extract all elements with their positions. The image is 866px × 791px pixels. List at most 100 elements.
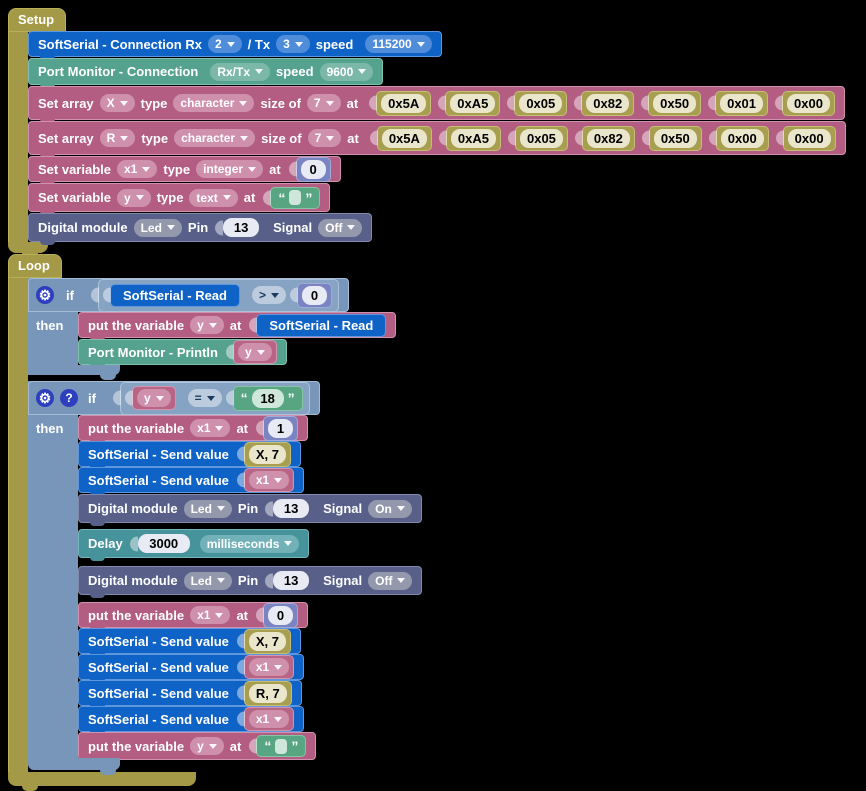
variable-name-dropdown[interactable]: y (117, 188, 151, 207)
hex-value-field[interactable]: 0x05 (519, 128, 563, 148)
number-value-block[interactable]: 0 (263, 602, 298, 628)
array-name-dropdown[interactable]: R (99, 129, 136, 147)
array-value-block[interactable]: 0x05 (514, 90, 568, 116)
operator-dropdown[interactable]: > (251, 286, 286, 304)
array-value-block[interactable]: 0x5A (376, 90, 432, 116)
rx-pin-dropdown[interactable]: 2 (207, 35, 242, 53)
hex-value-field[interactable]: 0x5A (381, 128, 427, 148)
number-value-block[interactable]: 1 (263, 415, 298, 441)
text-field[interactable] (289, 190, 302, 205)
number-value-block[interactable]: 0 (295, 156, 331, 182)
number-field[interactable]: 0 (268, 605, 293, 625)
port-monitor-println-block[interactable]: Port Monitor - Println y (78, 339, 287, 368)
port-dropdown[interactable]: Rx/Tx (210, 62, 270, 81)
port-monitor-connection-block[interactable]: Port Monitor - Connection Rx/Tx speed 96… (28, 58, 384, 88)
variable-dropdown[interactable]: y (136, 389, 171, 407)
softserial-send-block[interactable]: SoftSerial - Send value R, 7 (78, 680, 302, 709)
variable-get-block[interactable]: x1 (243, 468, 295, 492)
array-ref-field[interactable]: X, 7 (248, 631, 286, 651)
array-ref-block[interactable]: R, 7 (243, 680, 292, 706)
if1-header[interactable]: ⚙ if SoftSerial - Read > 0 (28, 278, 349, 312)
softserial-connection-block[interactable]: SoftSerial - Connection Rx 2 / Tx 3 spee… (28, 31, 442, 60)
setup-block-tab[interactable]: Setup (8, 8, 66, 32)
set-variable-x1-block[interactable]: Set variable x1 type integer at 0 (28, 156, 341, 185)
variable-type-dropdown[interactable]: integer (196, 160, 264, 178)
number-field[interactable]: 1 (268, 418, 293, 438)
array-size-dropdown[interactable]: 7 (306, 94, 341, 112)
softserial-read-block[interactable]: SoftSerial - Read (109, 283, 240, 307)
variable-get-block[interactable]: y (232, 340, 277, 364)
variable-get-block[interactable]: y (131, 386, 176, 410)
tx-pin-dropdown[interactable]: 3 (276, 35, 310, 53)
variable-dropdown[interactable]: x1 (190, 419, 231, 437)
variable-dropdown[interactable]: x1 (248, 710, 290, 728)
variable-dropdown[interactable]: x1 (248, 658, 290, 676)
hex-value-field[interactable]: 0xA5 (450, 128, 496, 148)
array-value-block[interactable]: 0x00 (782, 125, 836, 151)
setup-container-spine[interactable] (8, 30, 28, 243)
delay-value-field[interactable]: 3000 (137, 534, 190, 553)
array-name-dropdown[interactable]: X (99, 94, 135, 112)
variable-dropdown[interactable]: y (237, 343, 272, 361)
unit-dropdown[interactable]: milliseconds (199, 534, 300, 553)
softserial-send-block[interactable]: SoftSerial - Send value x1 (78, 467, 305, 496)
array-type-dropdown[interactable]: character (174, 129, 256, 147)
text-field[interactable] (275, 738, 288, 754)
hex-value-field[interactable]: 0x50 (653, 93, 697, 113)
signal-dropdown[interactable]: Off (368, 571, 413, 590)
variable-get-block[interactable]: x1 (243, 655, 295, 679)
variable-dropdown[interactable]: x1 (248, 471, 290, 489)
put-variable-x1-block[interactable]: put the variable x1 at 0 (78, 602, 308, 631)
baud-rate-dropdown[interactable]: 115200 (365, 35, 432, 53)
string-value-block[interactable]: “ ” (256, 735, 307, 757)
softserial-send-block[interactable]: SoftSerial - Send value X, 7 (78, 441, 301, 470)
module-dropdown[interactable]: Led (133, 218, 182, 237)
variable-type-dropdown[interactable]: text (189, 188, 238, 207)
pin-field[interactable]: 13 (273, 499, 310, 518)
array-value-block[interactable]: 0x00 (782, 90, 835, 116)
signal-dropdown[interactable]: Off (318, 218, 363, 237)
delay-block[interactable]: Delay 3000 milliseconds (78, 529, 310, 561)
variable-dropdown[interactable]: y (190, 316, 224, 334)
digital-module-block[interactable]: Digital module Led Pin 13 Signal Off (78, 566, 423, 598)
hex-value-field[interactable]: 0x5A (381, 93, 427, 113)
array-value-block[interactable]: 0x00 (715, 125, 769, 151)
variable-dropdown[interactable]: x1 (190, 606, 231, 624)
mutator-gear-button[interactable]: ⚙ (36, 389, 54, 407)
string-value-block[interactable]: “ ” (270, 186, 321, 209)
hex-value-field[interactable]: 0x82 (586, 128, 630, 148)
digital-module-block[interactable]: Digital module Led Pin 13 Signal On (78, 494, 422, 526)
module-dropdown[interactable]: Led (183, 571, 232, 590)
hex-value-field[interactable]: 0x00 (787, 128, 831, 148)
hex-value-field[interactable]: 0x00 (720, 128, 764, 148)
softserial-send-block[interactable]: SoftSerial - Send value x1 (78, 706, 305, 735)
array-value-block[interactable]: 0x82 (581, 90, 635, 116)
softserial-send-block[interactable]: SoftSerial - Send value X, 7 (78, 628, 301, 657)
put-variable-y-block[interactable]: put the variable y at SoftSerial - Read (78, 312, 397, 341)
softserial-send-block[interactable]: SoftSerial - Send value x1 (78, 654, 305, 683)
array-value-block[interactable]: 0xA5 (445, 90, 501, 116)
hex-value-field[interactable]: 0xA5 (450, 93, 496, 113)
number-value-block[interactable]: 0 (297, 282, 332, 308)
array-value-block[interactable]: 0x01 (715, 90, 769, 116)
compare-block[interactable]: SoftSerial - Read > 0 (97, 278, 339, 312)
pin-field[interactable]: 13 (223, 218, 260, 237)
if2-container-bottom[interactable] (28, 758, 120, 775)
operator-dropdown[interactable]: = (187, 389, 222, 407)
array-value-block[interactable]: 0x50 (648, 125, 702, 151)
array-value-block[interactable]: 0x5A (376, 125, 432, 151)
hex-value-field[interactable]: 0x82 (586, 93, 630, 113)
variable-dropdown[interactable]: y (190, 737, 224, 755)
loop-container-bottom[interactable] (8, 772, 196, 791)
compare-block[interactable]: y = “ 18 ” (119, 381, 310, 415)
digital-module-block[interactable]: Digital module Led Pin 13 Signal Off (28, 213, 373, 245)
array-size-dropdown[interactable]: 7 (307, 129, 342, 147)
module-dropdown[interactable]: Led (183, 499, 232, 518)
array-value-block[interactable]: 0x82 (581, 125, 635, 151)
put-variable-x1-block[interactable]: put the variable x1 at 1 (78, 415, 308, 444)
pin-field[interactable]: 13 (273, 571, 310, 590)
set-variable-y-block[interactable]: Set variable y type text at “ ” (28, 183, 331, 215)
if1-container-bottom[interactable] (28, 365, 120, 380)
loop-container-spine[interactable] (8, 276, 28, 773)
variable-get-block[interactable]: x1 (243, 707, 295, 731)
